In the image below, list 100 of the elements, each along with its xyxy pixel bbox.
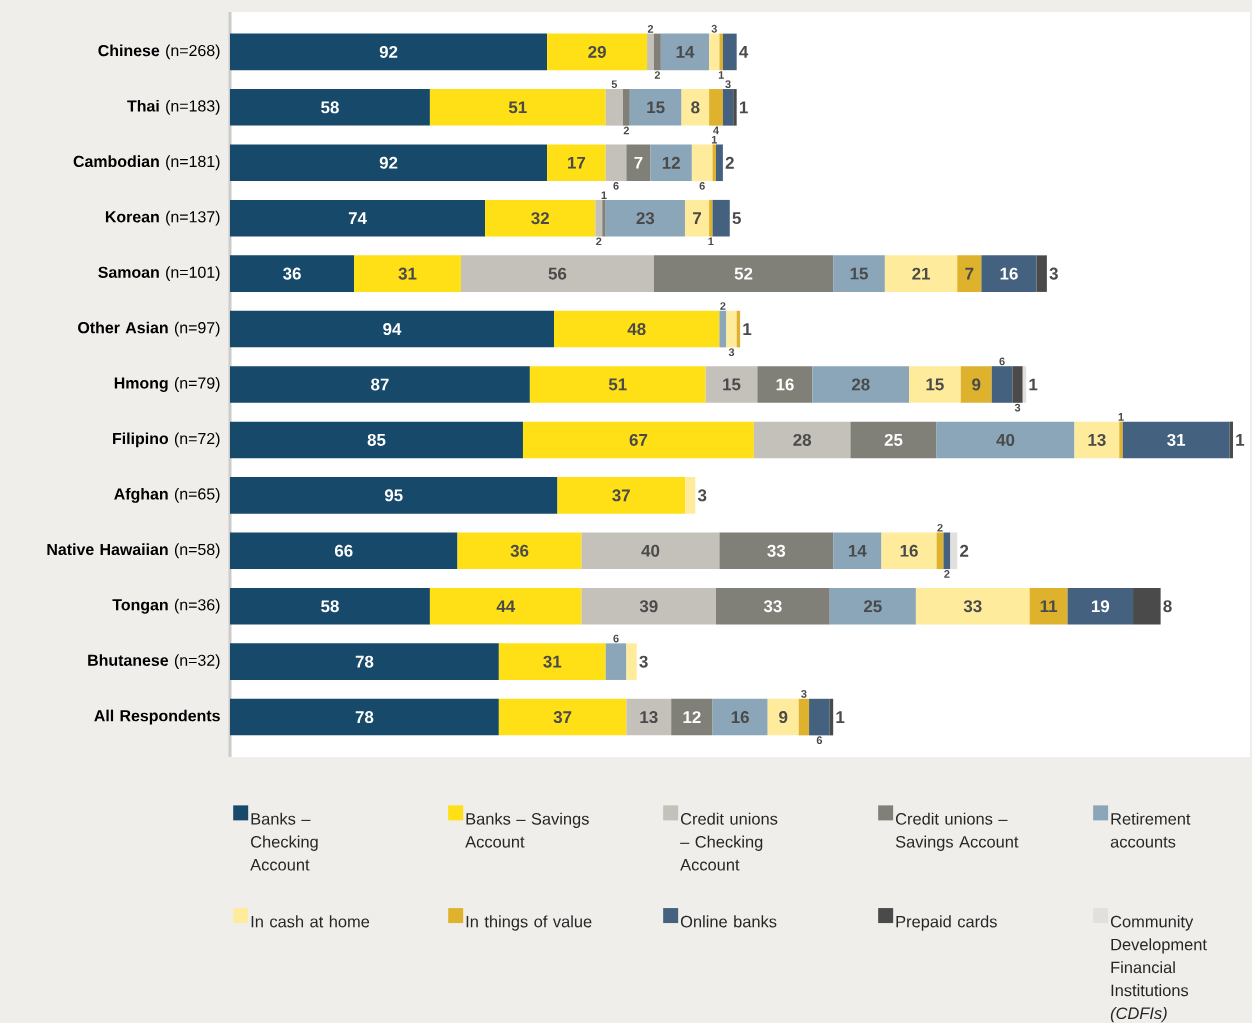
data-label: 2 bbox=[944, 570, 950, 578]
data-label: 36 bbox=[283, 267, 301, 280]
data-label: 36 bbox=[510, 544, 529, 557]
bar bbox=[798, 698, 810, 736]
bar bbox=[230, 144, 548, 182]
data-label: 25 bbox=[864, 600, 882, 613]
bar bbox=[230, 199, 486, 237]
bar bbox=[709, 33, 720, 71]
bar bbox=[681, 89, 710, 126]
data-label: 33 bbox=[767, 544, 786, 557]
data-label: 8 bbox=[691, 101, 700, 114]
bar bbox=[833, 255, 885, 292]
data-label: 85 bbox=[367, 433, 386, 446]
bar bbox=[719, 310, 727, 348]
data-label: 2 bbox=[654, 71, 661, 79]
data-label: 3 bbox=[711, 24, 717, 33]
legend-label: Prepaid cards bbox=[896, 915, 997, 931]
data-label: 52 bbox=[734, 267, 753, 280]
bar bbox=[981, 255, 1037, 292]
data-label: 33 bbox=[763, 600, 782, 613]
data-label: 7 bbox=[965, 267, 974, 280]
bar bbox=[230, 366, 530, 403]
bar bbox=[653, 255, 834, 292]
bar bbox=[936, 421, 1075, 459]
legend-label: In cash at home bbox=[251, 915, 370, 928]
bar bbox=[684, 477, 696, 514]
bar bbox=[709, 89, 723, 126]
data-label: 2 bbox=[720, 302, 726, 310]
data-label: 13 bbox=[640, 711, 658, 724]
data-label: 6 bbox=[699, 182, 705, 190]
bar bbox=[833, 532, 882, 570]
data-label: 16 bbox=[776, 378, 794, 391]
bar bbox=[626, 698, 672, 736]
data-label: 92 bbox=[379, 45, 398, 58]
bar bbox=[595, 199, 603, 237]
bar bbox=[691, 144, 713, 182]
data-label: 12 bbox=[662, 156, 680, 169]
data-label: 14 bbox=[676, 46, 695, 58]
bar bbox=[653, 33, 661, 71]
bar bbox=[230, 89, 430, 126]
data-label: 2 bbox=[596, 237, 602, 246]
bar bbox=[716, 587, 830, 625]
legend-label: Banks – Checking Account bbox=[250, 812, 318, 871]
bar bbox=[719, 532, 834, 570]
bar bbox=[230, 310, 554, 348]
bar bbox=[230, 587, 430, 625]
bar bbox=[884, 255, 958, 292]
bar bbox=[722, 33, 737, 71]
bar bbox=[230, 698, 499, 736]
y-tick-label: All Respondents bbox=[94, 709, 220, 725]
data-label: 3 bbox=[1014, 403, 1021, 412]
data-label: 95 bbox=[384, 489, 403, 502]
bar bbox=[557, 477, 685, 514]
data-label: 15 bbox=[723, 378, 741, 391]
bar bbox=[684, 199, 710, 237]
bar bbox=[626, 144, 651, 182]
bar bbox=[230, 643, 499, 680]
bar bbox=[230, 532, 458, 570]
data-label: 6 bbox=[816, 736, 823, 745]
y-tick-label: Afghan (n=65) bbox=[114, 487, 220, 503]
data-label: 67 bbox=[629, 433, 648, 446]
data-label: 3 bbox=[697, 489, 707, 502]
data-label: 40 bbox=[641, 544, 660, 557]
bar bbox=[1012, 366, 1023, 403]
data-label: 3 bbox=[1049, 267, 1058, 280]
y-tick-label: Filipino (n=72) bbox=[113, 432, 220, 448]
bar bbox=[712, 698, 768, 736]
bar bbox=[957, 255, 982, 292]
data-label: 23 bbox=[636, 212, 655, 225]
data-label: 31 bbox=[543, 655, 562, 668]
data-label: 3 bbox=[801, 690, 807, 698]
legend-label: Banks – Savings Account bbox=[465, 812, 589, 848]
data-label: 92 bbox=[379, 156, 398, 169]
data-label: 6 bbox=[613, 182, 619, 190]
bar bbox=[1074, 421, 1120, 459]
bar bbox=[671, 698, 713, 736]
data-label: 25 bbox=[884, 433, 903, 446]
bar bbox=[705, 366, 758, 403]
data-label: 15 bbox=[926, 378, 944, 391]
data-label: 58 bbox=[321, 600, 339, 613]
data-label: 2 bbox=[623, 126, 629, 135]
y-tick-label: Korean (n=137) bbox=[105, 210, 220, 226]
bar bbox=[719, 33, 723, 71]
bar bbox=[629, 89, 682, 126]
bar bbox=[605, 144, 627, 182]
data-label: 37 bbox=[612, 489, 630, 502]
data-label: 28 bbox=[793, 433, 812, 446]
bar bbox=[1122, 421, 1230, 459]
data-label: 87 bbox=[371, 378, 389, 391]
data-label: 51 bbox=[508, 101, 527, 114]
data-label: 33 bbox=[963, 600, 982, 613]
y-tick-label: Chinese (n=268) bbox=[98, 44, 220, 60]
bar bbox=[581, 532, 720, 570]
bar bbox=[1119, 421, 1123, 459]
data-label: 48 bbox=[627, 323, 646, 336]
bar bbox=[943, 532, 951, 570]
data-label: 2 bbox=[647, 24, 654, 33]
data-label: 78 bbox=[355, 711, 374, 724]
bar bbox=[547, 144, 606, 182]
bar bbox=[757, 366, 813, 403]
